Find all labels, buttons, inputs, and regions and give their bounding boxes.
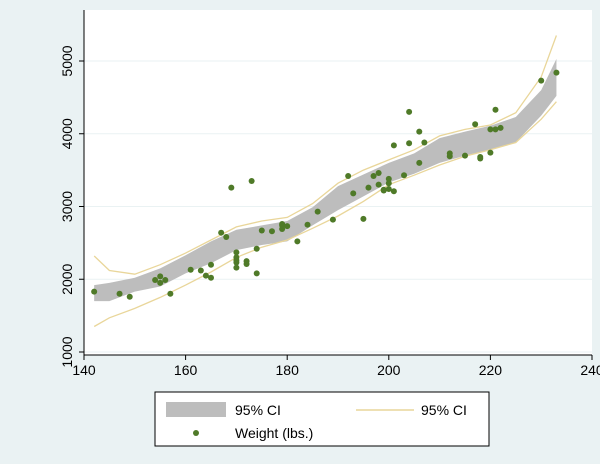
- data-point: [477, 155, 484, 162]
- data-point: [162, 276, 169, 283]
- data-point: [385, 175, 392, 182]
- data-point: [385, 180, 392, 187]
- data-point: [314, 208, 321, 215]
- data-point: [243, 258, 250, 265]
- data-point: [492, 126, 499, 133]
- legend-points-swatch: [193, 430, 199, 436]
- data-point: [406, 140, 413, 147]
- data-point: [258, 227, 265, 234]
- data-point: [390, 142, 397, 149]
- data-point: [167, 290, 174, 297]
- data-point: [553, 69, 560, 76]
- data-point: [421, 139, 428, 146]
- data-point: [157, 273, 164, 280]
- data-point: [462, 152, 468, 159]
- data-point: [492, 106, 499, 113]
- data-point: [538, 77, 545, 84]
- data-point: [202, 272, 209, 279]
- scatter-points: [91, 69, 560, 300]
- data-point: [390, 188, 397, 195]
- y-tick-label: 1000: [59, 336, 75, 367]
- x-tick-label: 160: [174, 362, 198, 378]
- data-point: [350, 190, 357, 197]
- data-point: [380, 186, 387, 193]
- legend-ci-line-label: 95% CI: [421, 402, 467, 418]
- y-tick-label: 2000: [59, 263, 75, 294]
- x-tick-label: 200: [377, 362, 401, 378]
- data-point: [416, 159, 423, 166]
- legend-ci-band-label: 95% CI: [235, 402, 281, 418]
- data-point: [401, 172, 408, 179]
- data-point: [487, 126, 494, 133]
- data-point: [157, 279, 164, 286]
- x-tick-label: 180: [276, 362, 300, 378]
- data-point: [223, 234, 230, 241]
- data-point: [487, 149, 494, 156]
- data-point: [187, 266, 194, 273]
- ci-line-lower: [93, 101, 557, 328]
- data-point: [126, 293, 133, 300]
- data-point: [228, 184, 235, 191]
- data-point: [472, 121, 479, 128]
- data-point: [268, 228, 275, 235]
- data-point: [197, 267, 204, 274]
- axes: 140 160 180 200 220 240 1000 2000 3000 4000 5000: [59, 10, 600, 378]
- data-point: [304, 221, 311, 228]
- ci-band-area: [94, 58, 557, 302]
- x-tick-label: 220: [479, 362, 503, 378]
- data-point: [208, 261, 214, 268]
- x-tick-label: 240: [580, 362, 600, 378]
- ci-band-layer: [94, 58, 557, 302]
- data-point: [279, 220, 286, 227]
- ci-line-upper: [93, 35, 558, 275]
- legend-ci-band-swatch: [166, 402, 226, 417]
- y-tick-label: 4000: [59, 118, 75, 149]
- data-point: [375, 181, 382, 188]
- data-point: [218, 229, 225, 236]
- legend: 95% CI 95% CI Weight (lbs.): [154, 391, 490, 447]
- data-point: [329, 216, 336, 223]
- data-point: [365, 184, 372, 191]
- data-point: [375, 170, 382, 177]
- data-point: [360, 215, 367, 222]
- data-point: [248, 178, 255, 185]
- data-point: [253, 245, 260, 252]
- x-tick-label: 140: [72, 362, 96, 378]
- data-point: [233, 264, 240, 271]
- data-point: [370, 172, 377, 179]
- data-point: [91, 288, 98, 295]
- data-point: [253, 270, 260, 277]
- data-point: [152, 276, 159, 283]
- data-point: [208, 274, 214, 281]
- y-tick-label: 3000: [59, 191, 75, 222]
- data-point: [345, 172, 352, 179]
- data-point: [446, 150, 453, 157]
- legend-points-label: Weight (lbs.): [235, 425, 313, 441]
- data-point: [116, 290, 123, 297]
- data-point: [233, 254, 240, 261]
- ci-line-layer: [93, 35, 558, 328]
- legend-box: [154, 391, 490, 447]
- data-point: [497, 124, 504, 131]
- data-point: [233, 249, 240, 256]
- data-point: [284, 223, 291, 230]
- data-point: [385, 186, 392, 193]
- y-tick-label: 5000: [59, 45, 75, 76]
- data-point: [406, 108, 413, 115]
- data-point: [416, 128, 423, 135]
- data-point: [294, 238, 301, 245]
